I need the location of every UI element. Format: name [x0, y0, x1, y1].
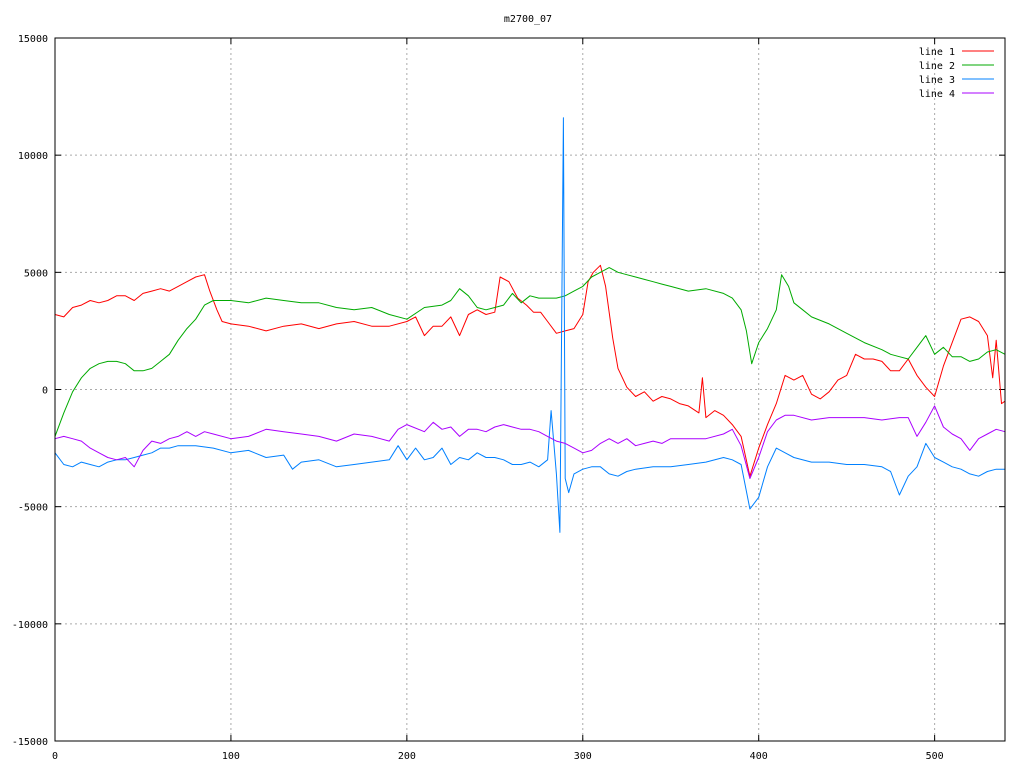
- series-line-3: [54, 117, 1005, 533]
- x-tick-label: 300: [574, 751, 592, 762]
- y-tick-label: 0: [42, 386, 48, 397]
- axis-ticks: 0 100 200 300 400 500 -15000 -10000 -5000 0 5000 10…: [12, 34, 1005, 762]
- y-tick-label: 10000: [18, 151, 48, 162]
- grid-lines: [55, 38, 1005, 741]
- legend-label: line 3: [919, 75, 955, 86]
- series-line-4: [54, 405, 1006, 479]
- data-series: [54, 117, 1006, 533]
- series-line-1: [54, 264, 1006, 477]
- plot-border: [54, 37, 1006, 742]
- chart-title: m2700_07: [504, 14, 552, 25]
- legend-label: line 2: [919, 61, 955, 72]
- x-tick-label: 200: [398, 751, 416, 762]
- x-tick-label: 0: [52, 751, 58, 762]
- x-tick-label: 100: [222, 751, 240, 762]
- legend-label: line 4: [919, 89, 955, 100]
- x-tick-label: 500: [926, 751, 944, 762]
- x-tick-label: 400: [750, 751, 768, 762]
- y-tick-label: -15000: [12, 737, 48, 748]
- y-tick-label: -5000: [18, 503, 48, 514]
- series-line-2: [54, 267, 1006, 437]
- y-tick-label: 15000: [18, 34, 48, 45]
- y-tick-label: 5000: [24, 268, 48, 279]
- y-tick-label: -10000: [12, 620, 48, 631]
- legend-label: line 1: [919, 47, 955, 58]
- legend: line 1 line 2 line 3 line 4: [919, 47, 994, 100]
